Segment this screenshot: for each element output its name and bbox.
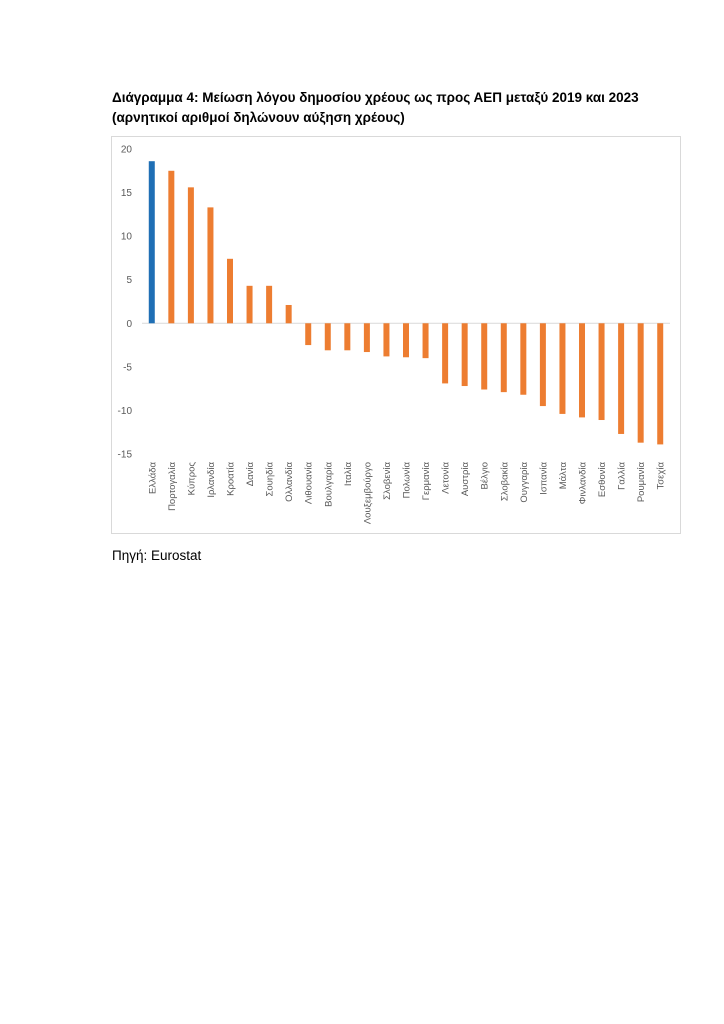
category-label: Ουγγαρία bbox=[519, 462, 530, 503]
bar bbox=[657, 323, 664, 445]
bar-series bbox=[148, 161, 664, 445]
bar bbox=[266, 285, 273, 324]
bar bbox=[227, 258, 233, 324]
bar bbox=[422, 323, 429, 359]
category-label: Γερμανία bbox=[421, 462, 432, 501]
bar bbox=[207, 207, 214, 324]
y-tick-label: -10 bbox=[118, 406, 133, 417]
category-label: Κύπρος bbox=[186, 462, 197, 496]
bar bbox=[500, 323, 507, 393]
source-note: Πηγή: Eurostat bbox=[112, 548, 202, 563]
category-label: Ιρλανδία bbox=[206, 461, 217, 497]
bar bbox=[187, 187, 194, 324]
category-label: Λιθουανία bbox=[304, 462, 315, 505]
category-label: Γαλλία bbox=[617, 461, 628, 489]
bar bbox=[383, 323, 390, 357]
category-label: Ολλανδία bbox=[284, 462, 295, 502]
y-tick-label: 10 bbox=[121, 232, 133, 243]
bar bbox=[324, 323, 331, 351]
category-label: Σλοβακία bbox=[499, 461, 510, 501]
category-label: Φινλανδία bbox=[578, 462, 589, 505]
bar bbox=[344, 323, 351, 351]
category-label: Βέλγιο bbox=[480, 462, 491, 489]
bar bbox=[539, 323, 546, 407]
bar bbox=[168, 170, 175, 324]
category-label: Βουλγαρία bbox=[323, 462, 334, 507]
caption-line-1: Διάγραμμα 4: Μείωση λόγου δημοσίου χρέου… bbox=[112, 90, 639, 105]
y-tick-label: 0 bbox=[126, 319, 132, 330]
bar bbox=[148, 161, 155, 324]
bar bbox=[305, 323, 312, 346]
y-tick-label: 20 bbox=[121, 145, 133, 156]
category-label: Λετονία bbox=[441, 462, 452, 494]
category-label: Αυστρία bbox=[460, 461, 471, 496]
category-label: Εσθονία bbox=[597, 461, 608, 497]
bar bbox=[246, 285, 253, 324]
category-label: Πολωνία bbox=[402, 461, 413, 498]
caption-line-2: (αρνητικοί αριθμοί δηλώνουν αύξηση χρέου… bbox=[112, 110, 405, 125]
category-label: Πορτογαλία bbox=[167, 462, 178, 511]
y-tick-label: 15 bbox=[121, 188, 133, 199]
bar bbox=[637, 323, 644, 443]
category-label: Σουηδία bbox=[265, 461, 276, 496]
category-labels: Ελλάδα Πορτογαλία Κύπρος Ιρλανδία Κροατία Δαν… bbox=[147, 461, 666, 524]
bar bbox=[363, 323, 370, 353]
bar bbox=[520, 323, 527, 395]
category-label: Ισπανία bbox=[538, 462, 549, 495]
y-axis-ticks: 20 15 10 5 0 -5 -10 -15 bbox=[118, 145, 133, 461]
bar bbox=[559, 323, 566, 414]
category-label: Λουξεμβούργο bbox=[362, 462, 373, 524]
y-tick-label: -5 bbox=[123, 362, 132, 373]
bar bbox=[618, 323, 625, 434]
category-label: Ιταλία bbox=[343, 461, 354, 486]
bar bbox=[579, 323, 585, 418]
category-label: Ρουμανία bbox=[636, 461, 647, 502]
category-label: Ελλάδα bbox=[147, 461, 158, 493]
chart-frame: 20 15 10 5 0 -5 -10 -15 Ελλάδα Πορτογαλία Κύπρος Ι… bbox=[111, 136, 681, 534]
category-label: Κροατία bbox=[226, 461, 237, 495]
bar bbox=[481, 323, 488, 390]
chart-caption: Διάγραμμα 4: Μείωση λόγου δημοσίου χρέου… bbox=[112, 88, 672, 128]
y-tick-label: -15 bbox=[118, 450, 133, 461]
bar bbox=[598, 323, 605, 421]
category-label: Μάλτα bbox=[558, 462, 569, 490]
bar bbox=[461, 323, 468, 387]
category-label: Τσεχία bbox=[656, 461, 667, 489]
bar bbox=[403, 323, 409, 358]
bar bbox=[285, 304, 292, 324]
y-tick-label: 5 bbox=[126, 275, 132, 286]
bar-chart: 20 15 10 5 0 -5 -10 -15 Ελλάδα Πορτογαλία Κύπρος Ι… bbox=[118, 145, 670, 524]
category-label: Σλοβενία bbox=[382, 462, 393, 500]
category-label: Δανία bbox=[245, 462, 256, 487]
bar bbox=[442, 323, 449, 384]
